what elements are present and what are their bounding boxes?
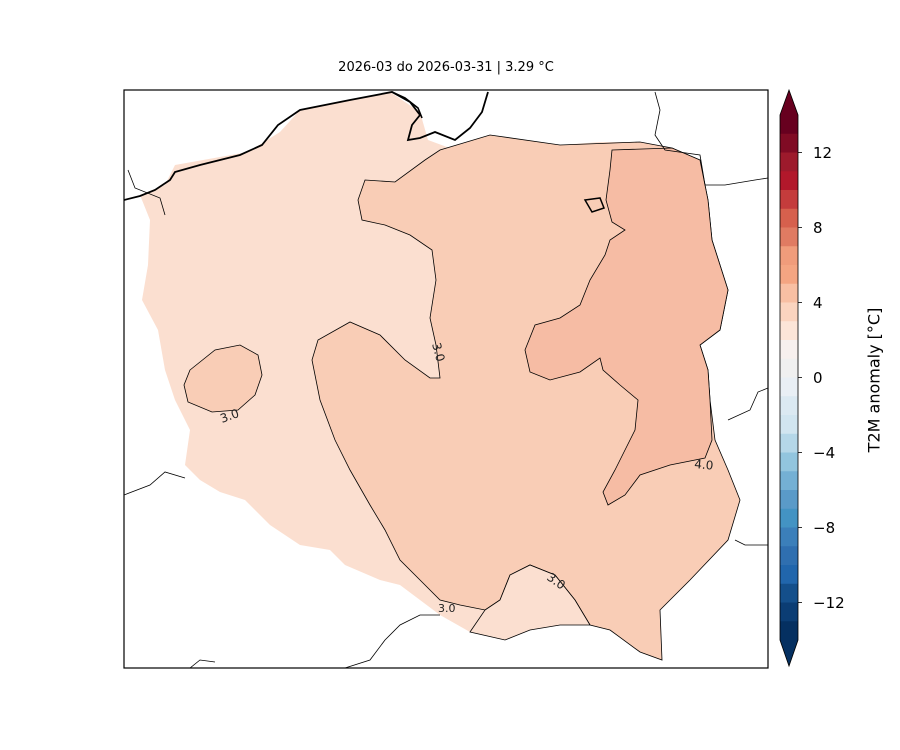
contour-label: 3.0 [438,602,456,615]
colorbar-segment [780,583,798,603]
colorbar-label: T2M anomaly [°C] [864,307,884,453]
lake-icon [583,197,605,213]
colorbar-segment [780,227,798,247]
colorbar-segment [780,415,798,435]
colorbar-segment [780,246,798,266]
colorbar-segment [780,452,798,472]
colorbar-tick-label: −8 [813,518,836,537]
colorbar-segment [780,565,798,585]
colorbar-segment [780,433,798,453]
colorbar-segment [780,171,798,191]
baltic-coastline [124,91,489,201]
neighbor-borders [124,91,768,668]
colorbar-segment [780,377,798,397]
colorbar-segment [780,133,798,153]
colorbar-segment [780,621,798,641]
colorbar-segment [780,152,798,172]
south-low-patch [469,564,591,641]
colorbar-segment [780,208,798,228]
colorbar-extend-max [780,90,798,115]
hel-peninsula [391,91,423,119]
colorbar-segment [780,115,798,135]
map-title: 2026-03 do 2026-03-31 | 3.29 °C [338,60,554,75]
colorbar-tick-label: −12 [813,593,845,612]
colorbar-segment [780,471,798,491]
high-anomaly-region [524,147,729,506]
colorbar-segment [780,527,798,547]
colorbar-outline [779,88,799,668]
map-border [123,89,769,669]
colorbar-tick-label: −4 [813,443,836,462]
colorbar-segment [780,508,798,528]
contour-label: 3.0 [218,406,241,426]
colorbar-segment [780,283,798,303]
colorbar-extend-min [780,640,798,666]
colorbar-tick-label: 8 [813,218,823,237]
colorbar-tick-label: 0 [813,368,823,387]
colorbar-segment [780,340,798,360]
contour-label: 3.0 [429,341,447,363]
west-mid-patch [183,344,263,413]
colorbar-segment [780,190,798,210]
colorbar-segment [780,265,798,285]
colorbar-segment [780,302,798,322]
colorbar-segment [780,490,798,510]
colorbar-segment [780,546,798,566]
colorbar-tick-label: 4 [813,293,823,312]
colorbar-segment [780,321,798,341]
colorbar [779,88,802,668]
contour-label: 4.0 [694,457,714,473]
colorbar-segment [780,358,798,378]
colorbar-tick-label: 12 [813,143,833,162]
colorbar-segment [780,396,798,416]
colorbar-segment [780,602,798,622]
